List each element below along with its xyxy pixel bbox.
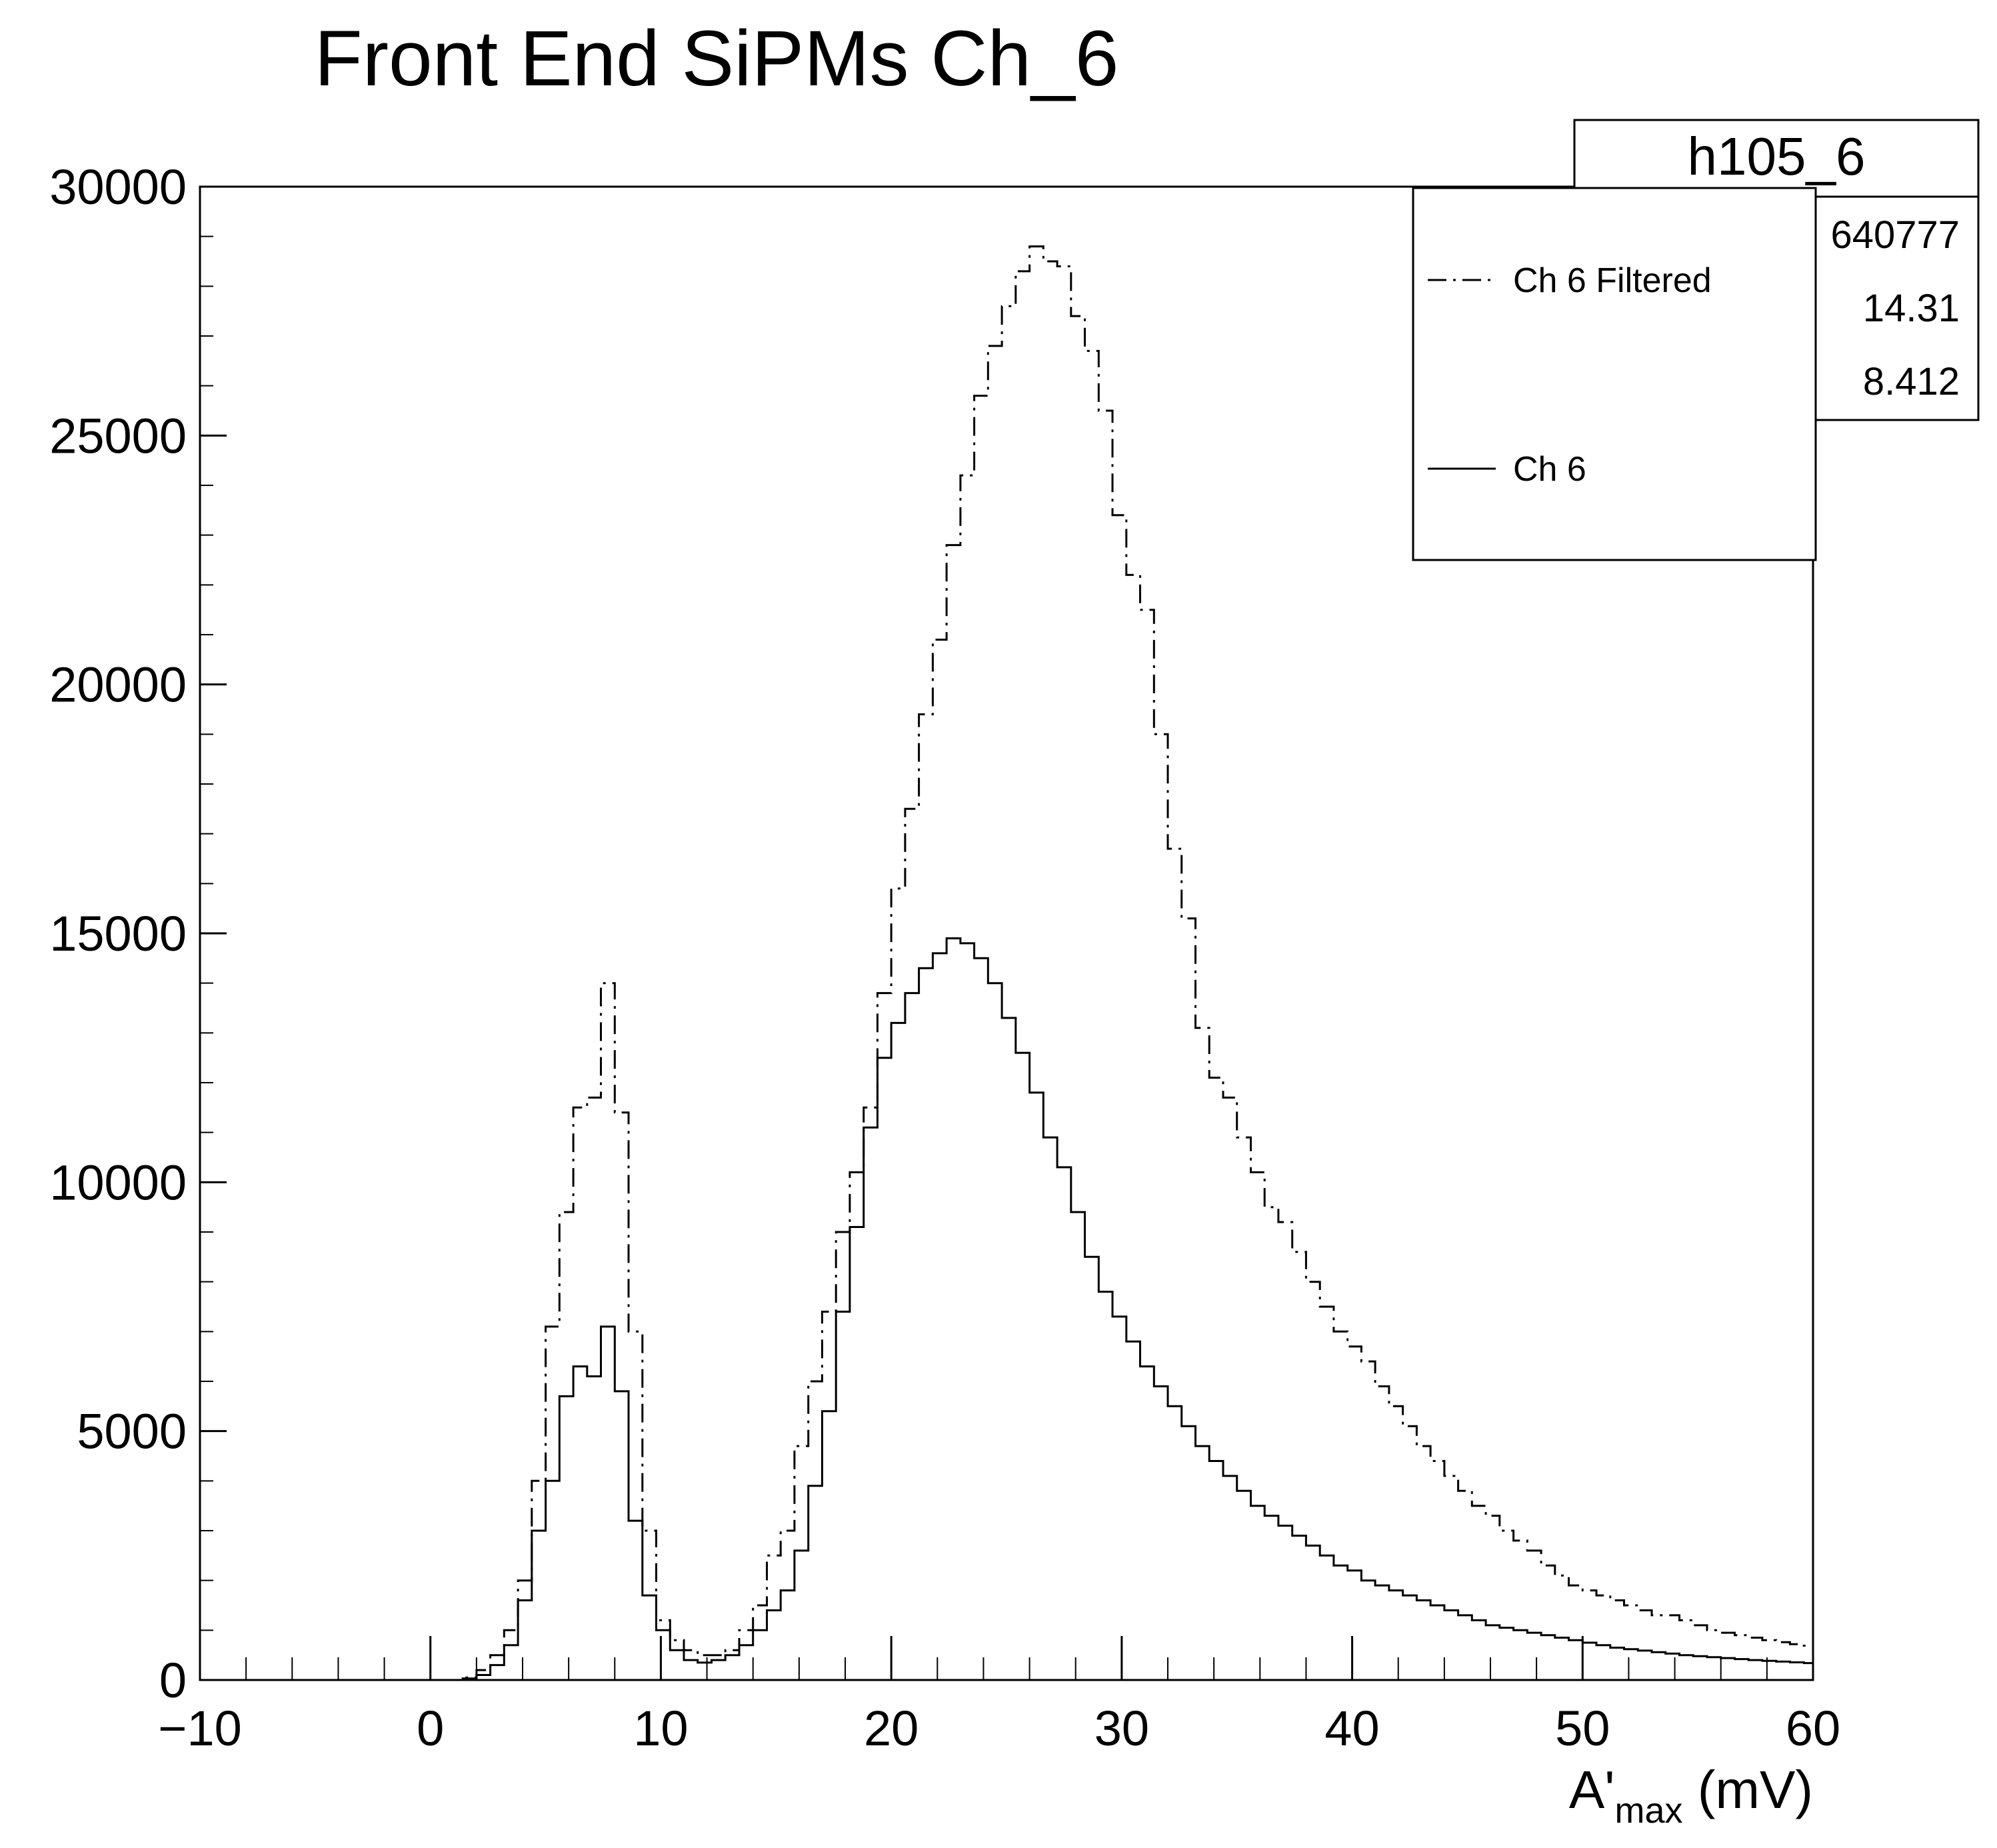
y-tick-label: 25000 xyxy=(49,408,187,463)
y-tick-label: 15000 xyxy=(49,906,187,961)
y-tick-label: 30000 xyxy=(49,159,187,215)
legend: Ch 6 Filtered Ch 6 xyxy=(1412,187,1817,561)
series-ch6-filtered xyxy=(200,245,1813,1681)
stats-box-name: h105_6 xyxy=(1688,127,1866,186)
legend-frame xyxy=(1412,187,1817,561)
series-ch6 xyxy=(200,937,1813,1681)
x-axis-label-main: A' xyxy=(1569,1760,1615,1819)
x-tick-label: −10 xyxy=(158,1701,242,1756)
stats-mean-value: 14.31 xyxy=(1863,287,1960,330)
x-axis-label-subscript: max xyxy=(1614,1791,1682,1831)
series-layer xyxy=(200,245,1813,1681)
x-tick-label: 30 xyxy=(1094,1701,1149,1756)
legend-label-filtered: Ch 6 Filtered xyxy=(1513,261,1712,300)
x-tick-label: 10 xyxy=(633,1701,688,1756)
x-tick-label: 60 xyxy=(1786,1701,1840,1756)
legend-label-ch6: Ch 6 xyxy=(1513,450,1586,489)
x-tick-label: 0 xyxy=(417,1701,444,1756)
stats-entries-value: 640777 xyxy=(1830,213,1960,257)
x-axis-label-unit: (mV) xyxy=(1682,1760,1813,1819)
y-tick-label: 20000 xyxy=(49,657,187,713)
y-tick-label: 5000 xyxy=(77,1404,187,1459)
x-tick-label: 50 xyxy=(1555,1701,1610,1756)
x-tick-label: 40 xyxy=(1324,1701,1379,1756)
chart-title: Front End SiPMs Ch_6 xyxy=(315,15,1119,103)
x-tick-label: 20 xyxy=(864,1701,919,1756)
y-tick-label: 0 xyxy=(159,1653,187,1708)
x-axis-label: A'max (mV) xyxy=(1569,1760,1813,1831)
stats-stddev-value: 8.412 xyxy=(1863,360,1960,403)
y-tick-label: 10000 xyxy=(49,1155,187,1210)
